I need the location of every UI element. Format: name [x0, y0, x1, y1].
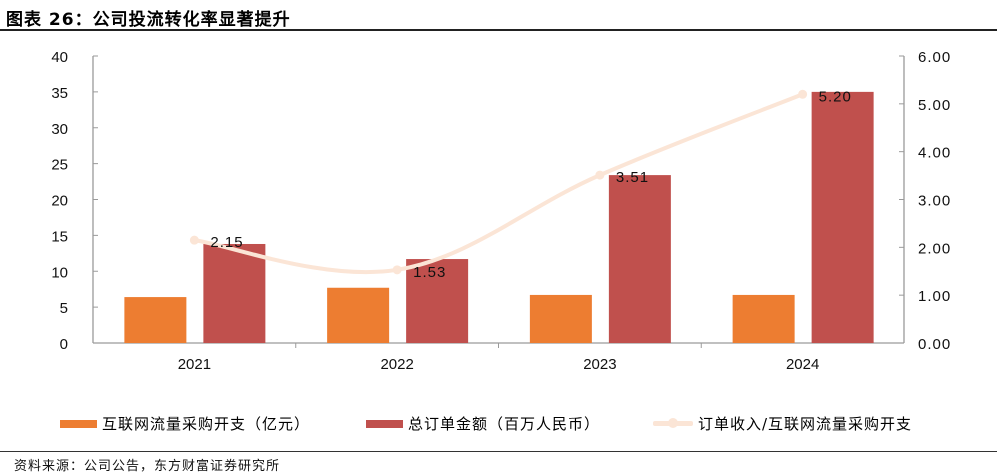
legend-item-conversion-ratio: 订单收入/互联网流量采购开支 [653, 413, 912, 434]
ratio-line [192, 92, 805, 275]
legend-label: 订单收入/互联网流量采购开支 [698, 415, 913, 433]
bar-traffic-spend [327, 287, 390, 343]
right-tick-label: 4.00 [918, 145, 951, 162]
ratio-marker [595, 170, 605, 180]
ratio-data-label: 2.15 [210, 234, 243, 251]
bar-order-amount [608, 175, 671, 343]
x-tick-label: 2023 [583, 356, 616, 373]
legend: 互联网流量采购开支（亿元） 总订单金额（百万人民币） 订单收入/互联网流量采购开… [0, 413, 997, 437]
left-tick-label: 35 [51, 85, 68, 102]
legend-line-marker-icon [653, 418, 693, 428]
left-tick-label: 30 [51, 121, 68, 138]
left-tick-label: 15 [51, 228, 68, 245]
ratio-data-label: 5.20 [819, 88, 852, 105]
left-tick-label: 40 [51, 49, 68, 66]
ratio-marker [392, 265, 402, 275]
x-tick-label: 2021 [178, 356, 211, 373]
right-tick-label: 1.00 [918, 288, 951, 305]
bar-traffic-spend [124, 297, 187, 343]
ratio-data-label: 3.51 [616, 169, 649, 186]
bar-traffic-spend [732, 294, 795, 343]
left-tick-label: 10 [51, 264, 68, 281]
left-tick-label: 20 [51, 193, 68, 210]
right-tick-label: 0.00 [918, 336, 951, 353]
title-divider [0, 29, 997, 31]
left-tick-label: 5 [60, 300, 68, 317]
x-tick-label: 2022 [380, 356, 413, 373]
source-note: 资料来源：公司公告，东方财富证券研究所 [14, 459, 281, 474]
legend-label: 总订单金额（百万人民币） [408, 415, 601, 433]
left-tick-label: 25 [51, 157, 68, 174]
legend-item-order-amount: 总订单金额（百万人民币） [366, 413, 600, 434]
ratio-data-label: 1.53 [413, 264, 446, 281]
left-tick-label: 0 [60, 336, 68, 353]
right-tick-label: 5.00 [918, 97, 951, 114]
legend-swatch-red [366, 419, 403, 428]
right-tick-label: 2.00 [918, 240, 951, 257]
legend-label: 互联网流量采购开支（亿元） [102, 415, 311, 433]
bar-traffic-spend [529, 294, 592, 343]
right-tick-label: 3.00 [918, 193, 951, 210]
chart-title: 图表 26：公司投流转化率显著提升 [6, 10, 291, 30]
bar-order-amount [406, 259, 469, 343]
legend-swatch-orange [60, 419, 97, 428]
right-tick-label: 6.00 [918, 49, 951, 66]
bar-order-amount [811, 91, 874, 343]
bar-order-amount [203, 243, 266, 343]
legend-item-traffic-spend: 互联网流量采购开支（亿元） [60, 413, 310, 434]
x-tick-label: 2024 [786, 356, 819, 373]
ratio-marker [189, 235, 199, 245]
source-divider [0, 451, 997, 452]
combo-chart: 0 5 10 15 20 25 30 35 40 0.00 1.00 2.00 3.00 4.00 5.00… [51, 49, 951, 373]
ratio-marker [798, 89, 808, 99]
